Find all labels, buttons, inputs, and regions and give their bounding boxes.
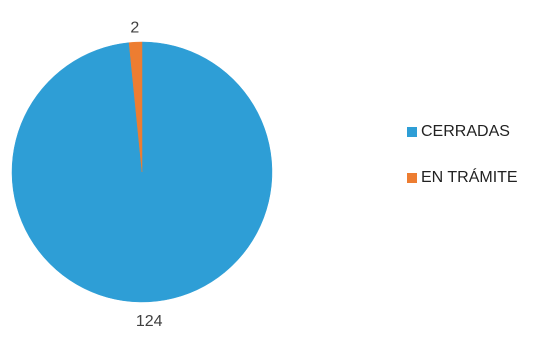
data-label-cerradas: 124 bbox=[136, 313, 163, 330]
data-labels: 124 2 bbox=[130, 19, 162, 330]
data-label-en-tramite: 2 bbox=[130, 19, 139, 36]
legend-label-cerradas: CERRADAS bbox=[421, 123, 510, 140]
pie-slices bbox=[11, 41, 273, 303]
legend-swatch-cerradas bbox=[407, 127, 417, 137]
legend-label-en-tramite: EN TRÁMITE bbox=[421, 167, 518, 186]
legend: CERRADAS EN TRÁMITE bbox=[407, 123, 518, 186]
legend-swatch-en-tramite bbox=[407, 173, 417, 183]
pie-slice-en-tramite bbox=[128, 41, 143, 173]
